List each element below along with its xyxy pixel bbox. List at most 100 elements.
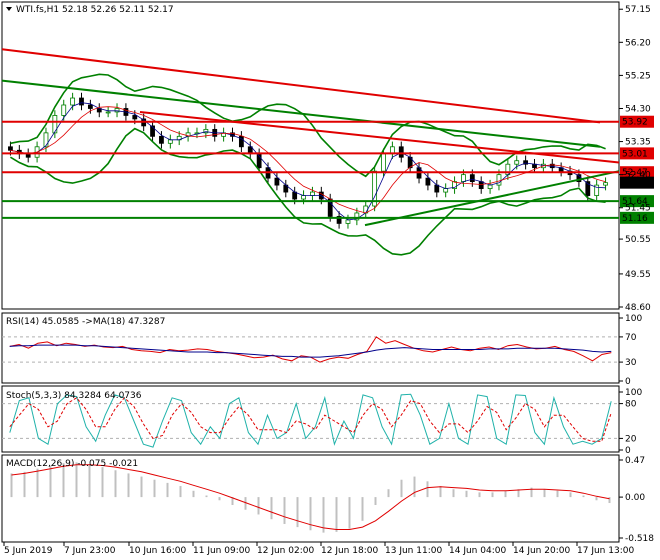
macd-plot xyxy=(10,462,611,533)
time-tick-label: 11 Jun 09:00 xyxy=(193,546,250,556)
price-tag-label: 52.47 xyxy=(622,168,648,178)
time-tick-label: 12 Jun 02:00 xyxy=(257,546,314,556)
candle-body xyxy=(381,153,386,172)
candle-body xyxy=(301,195,306,200)
price-tag-label: 53.92 xyxy=(622,118,648,128)
rsi-tick-label: 70 xyxy=(625,333,637,343)
candle-body xyxy=(469,174,475,183)
stoch-tick-label: 80 xyxy=(625,400,637,410)
candle-body xyxy=(159,135,164,144)
stoch-panel[interactable] xyxy=(1,385,620,453)
candle-body xyxy=(52,115,58,134)
long-resistance-trendline xyxy=(1,48,601,124)
price-tag xyxy=(620,147,654,160)
candle-body xyxy=(345,219,351,224)
price-tag-label: 53.01 xyxy=(622,149,648,159)
candle-body xyxy=(8,146,13,151)
bollinger-upper-band xyxy=(10,73,606,178)
macd-tick-label: -0.518 xyxy=(625,534,654,544)
candle-body xyxy=(310,191,315,196)
candle-body xyxy=(354,212,360,221)
price-tag xyxy=(620,166,654,179)
price-tick-label: 53.35 xyxy=(625,138,651,148)
price-tick-label: 54.30 xyxy=(625,104,651,114)
price-tick-label: 55.25 xyxy=(625,71,651,81)
candle-body xyxy=(150,125,155,137)
candle-body xyxy=(461,174,466,183)
candle-body xyxy=(372,170,378,207)
price-tag xyxy=(620,195,654,208)
candle-body xyxy=(603,182,608,186)
price-tag xyxy=(620,115,654,128)
stoch-series-line xyxy=(9,393,612,448)
candle-body xyxy=(70,97,76,106)
candle-body xyxy=(43,132,49,148)
stoch-series-line xyxy=(9,397,612,442)
stoch-tick-label: 0 xyxy=(625,446,631,456)
rsi-series-line xyxy=(9,344,612,358)
macd-tick-label: 0.47 xyxy=(625,456,645,466)
time-tick-label: 7 Jun 23:00 xyxy=(64,546,116,556)
candle-body xyxy=(585,181,591,196)
ma-fast-line xyxy=(10,102,606,221)
collapse-triangle-icon[interactable] xyxy=(6,7,12,11)
candle-body xyxy=(478,181,484,189)
price-tick-label: 48.60 xyxy=(625,303,651,313)
candle-body xyxy=(425,177,431,186)
candle-body xyxy=(238,135,244,148)
price-panel[interactable] xyxy=(1,1,620,310)
rsi-title: RSI(14) 45.0585 ->MA(18) 47.3287 xyxy=(6,317,165,327)
time-tick-label: 14 Jun 04:00 xyxy=(449,546,506,556)
candle-body xyxy=(132,115,138,120)
stoch-tick-label: 100 xyxy=(625,388,642,398)
candle-body xyxy=(487,184,493,189)
rsi-tick-label: 100 xyxy=(625,314,642,324)
candle-body xyxy=(594,184,600,196)
time-tick-label: 12 Jun 18:00 xyxy=(321,546,378,556)
green-downtrend-line xyxy=(1,79,601,148)
ma-slow-line xyxy=(10,106,606,214)
macd-title: MACD(12,26,9) -0.075 -0.021 xyxy=(6,459,138,469)
price-tick-label: 52.40 xyxy=(625,171,651,181)
symbol-header: WTI.fs,H1 52.18 52.26 52.11 52.17 xyxy=(16,5,174,15)
stoch-plot xyxy=(2,393,619,448)
candle-body xyxy=(274,177,280,186)
stoch-tick-label: 20 xyxy=(625,434,637,444)
time-tick-label: 5 Jun 2019 xyxy=(4,546,53,556)
candle-body xyxy=(87,104,93,109)
candle-body xyxy=(203,128,209,134)
price-plot xyxy=(1,48,620,256)
candle-body xyxy=(443,188,449,193)
price-tag xyxy=(620,211,654,224)
support-trendline xyxy=(364,170,620,227)
bollinger-lower-band xyxy=(9,127,606,256)
candle-body xyxy=(398,146,404,158)
price-tag-label: 51.16 xyxy=(622,214,648,224)
rsi-tick-label: 0 xyxy=(625,377,631,387)
candle-body xyxy=(336,216,342,224)
candle-body xyxy=(105,111,111,114)
time-tick-label: 14 Jun 20:00 xyxy=(513,546,570,556)
candle-body xyxy=(61,104,67,116)
candle-body xyxy=(452,181,457,189)
rsi-tick-label: 30 xyxy=(625,358,637,368)
candle-body xyxy=(292,191,298,200)
candle-body xyxy=(496,174,502,186)
price-tick-label: 56.20 xyxy=(625,38,651,48)
candle-body xyxy=(523,160,529,165)
candle-body xyxy=(167,139,173,144)
price-tag xyxy=(620,176,654,189)
candle-body xyxy=(434,184,440,193)
macd-tick-label: 0.00 xyxy=(625,493,645,503)
candle-body xyxy=(114,108,120,113)
price-tick-label: 49.55 xyxy=(625,270,651,280)
price-tag-label: 51.64 xyxy=(622,197,648,207)
rsi-plot xyxy=(2,336,619,363)
price-tag-label: 52.17 xyxy=(622,179,648,189)
price-tick-label: 51.45 xyxy=(625,204,651,214)
time-tick-label: 10 Jun 16:00 xyxy=(129,546,186,556)
price-tick-label: 57.15 xyxy=(625,5,651,15)
candle-body xyxy=(514,160,520,165)
